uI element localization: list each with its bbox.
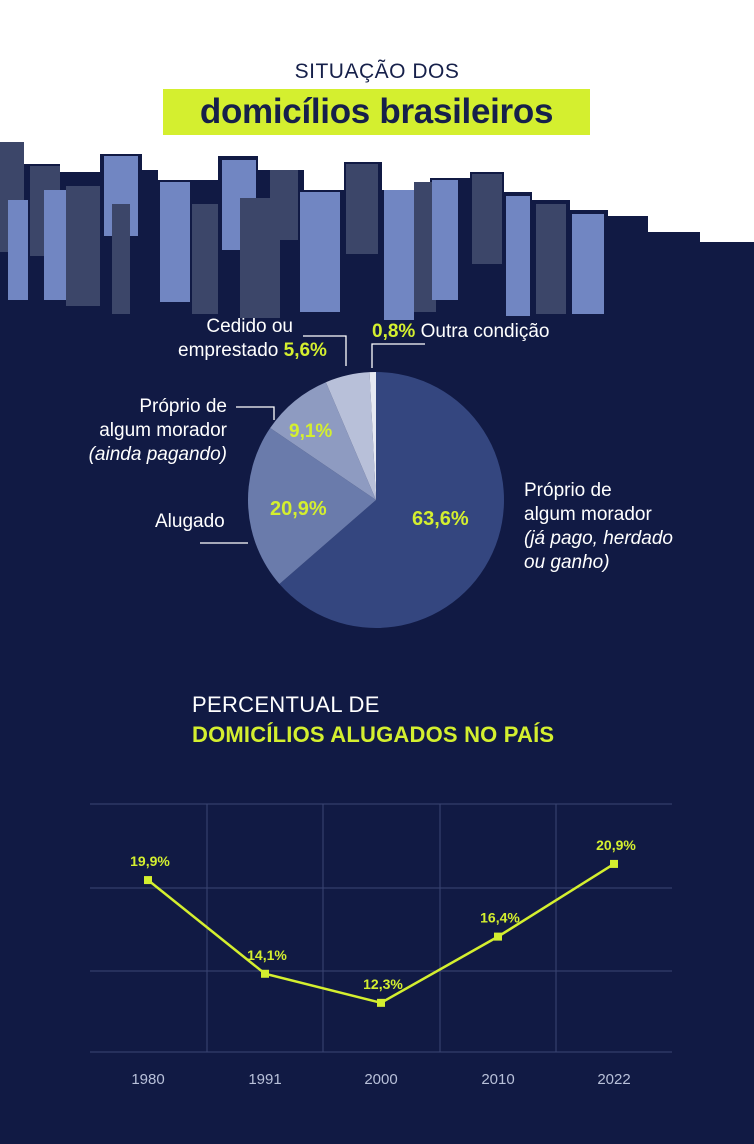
building-16 bbox=[414, 182, 436, 312]
point-1980 bbox=[144, 876, 152, 885]
building-9 bbox=[192, 204, 218, 314]
value-owned-paid: 63,6% bbox=[412, 508, 469, 530]
building-8 bbox=[160, 182, 190, 302]
building-19 bbox=[506, 196, 530, 316]
line-chart: 19,9% 14,1% 12,3% 16,4% 20,9% 1980 1991 2000 20… bbox=[90, 803, 672, 1088]
point-1991 bbox=[261, 969, 269, 978]
pie-chart bbox=[200, 335, 504, 628]
building-18 bbox=[472, 174, 502, 264]
slice-lent bbox=[325, 372, 376, 500]
label-owned-paid: Próprio de algum morador (já pago, herda… bbox=[524, 480, 673, 573]
building-13 bbox=[300, 192, 340, 312]
slice-owned-paid bbox=[279, 372, 504, 628]
label-other: 0,8% Outra condição bbox=[372, 321, 550, 342]
label-lent: emprestado 5,6% bbox=[178, 340, 327, 361]
label-owned-paying: Próprio de algum morador (ainda pagando) bbox=[88, 396, 227, 465]
leader-owned-paying bbox=[236, 406, 275, 420]
value-label-2010: 16,4% bbox=[480, 910, 520, 926]
building-7 bbox=[112, 204, 130, 314]
value-rented: 20,9% bbox=[270, 498, 327, 520]
building-4 bbox=[44, 190, 66, 300]
building-15 bbox=[384, 190, 414, 320]
xtick-1991: 1991 bbox=[248, 1071, 281, 1088]
header: SITUAÇÃO DOS domicílios brasileiros bbox=[0, 0, 754, 200]
xtick-2010: 2010 bbox=[481, 1071, 514, 1088]
slice-rented bbox=[248, 428, 376, 585]
label-lent-line1: Cedido ou bbox=[206, 316, 293, 337]
value-owned-paying: 9,1% bbox=[289, 421, 333, 442]
point-2000 bbox=[377, 998, 385, 1007]
building-12 bbox=[270, 170, 298, 240]
value-label-1991: 14,1% bbox=[247, 947, 287, 963]
value-label-2022: 20,9% bbox=[596, 837, 636, 853]
slice-other bbox=[369, 372, 376, 500]
leader-other bbox=[371, 343, 425, 368]
building-14 bbox=[346, 164, 378, 254]
title-small: SITUAÇÃO DOS bbox=[294, 60, 460, 83]
value-label-1980: 19,9% bbox=[130, 853, 170, 869]
title-big: domicílios brasileiros bbox=[163, 89, 590, 135]
xtick-2000: 2000 bbox=[364, 1071, 397, 1088]
label-rented: Alugado bbox=[155, 511, 225, 532]
value-label-2000: 12,3% bbox=[363, 976, 403, 992]
building-2 bbox=[8, 200, 28, 300]
building-5 bbox=[66, 186, 100, 306]
slice-owned-paying bbox=[270, 382, 376, 500]
building-21 bbox=[572, 214, 604, 314]
building-17 bbox=[432, 180, 458, 300]
xtick-1980: 1980 bbox=[131, 1071, 164, 1088]
section-title-1: PERCENTUAL DE bbox=[192, 692, 380, 717]
leader-lent bbox=[303, 335, 347, 366]
building-20 bbox=[536, 204, 566, 314]
section-title-2: DOMICÍLIOS ALUGADOS NO PAÍS bbox=[192, 722, 555, 747]
point-2022 bbox=[610, 859, 618, 868]
xtick-2022: 2022 bbox=[597, 1071, 630, 1088]
point-2010 bbox=[494, 932, 502, 941]
